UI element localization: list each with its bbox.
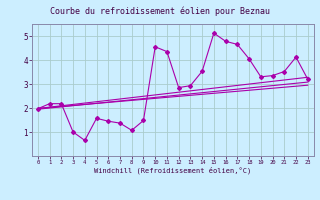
Text: Courbe du refroidissement éolien pour Beznau: Courbe du refroidissement éolien pour Be…: [50, 6, 270, 16]
X-axis label: Windchill (Refroidissement éolien,°C): Windchill (Refroidissement éolien,°C): [94, 167, 252, 174]
